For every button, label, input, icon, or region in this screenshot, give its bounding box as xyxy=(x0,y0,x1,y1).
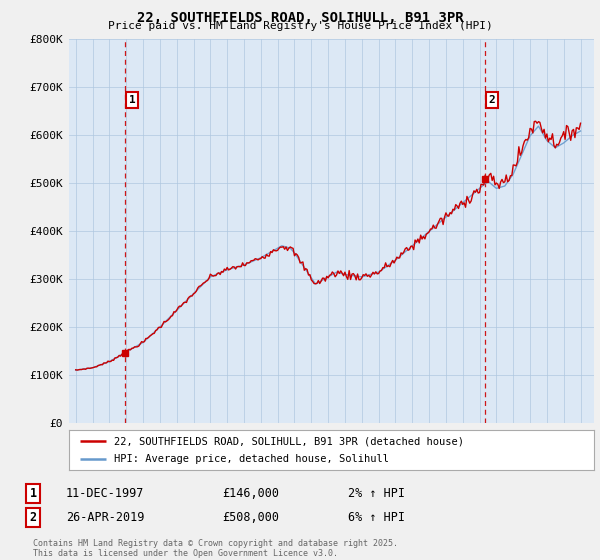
Text: Contains HM Land Registry data © Crown copyright and database right 2025.
This d: Contains HM Land Registry data © Crown c… xyxy=(33,539,398,558)
Text: Price paid vs. HM Land Registry's House Price Index (HPI): Price paid vs. HM Land Registry's House … xyxy=(107,21,493,31)
Text: 26-APR-2019: 26-APR-2019 xyxy=(66,511,145,524)
Text: 11-DEC-1997: 11-DEC-1997 xyxy=(66,487,145,501)
Text: 2: 2 xyxy=(488,95,495,105)
Text: £146,000: £146,000 xyxy=(222,487,279,501)
Text: 2: 2 xyxy=(29,511,37,524)
Text: 22, SOUTHFIELDS ROAD, SOLIHULL, B91 3PR: 22, SOUTHFIELDS ROAD, SOLIHULL, B91 3PR xyxy=(137,11,463,25)
Text: 6% ↑ HPI: 6% ↑ HPI xyxy=(348,511,405,524)
Text: 1: 1 xyxy=(129,95,136,105)
Text: 2% ↑ HPI: 2% ↑ HPI xyxy=(348,487,405,501)
Text: £508,000: £508,000 xyxy=(222,511,279,524)
Text: HPI: Average price, detached house, Solihull: HPI: Average price, detached house, Soli… xyxy=(113,454,389,464)
Text: 22, SOUTHFIELDS ROAD, SOLIHULL, B91 3PR (detached house): 22, SOUTHFIELDS ROAD, SOLIHULL, B91 3PR … xyxy=(113,436,464,446)
Text: 1: 1 xyxy=(29,487,37,501)
